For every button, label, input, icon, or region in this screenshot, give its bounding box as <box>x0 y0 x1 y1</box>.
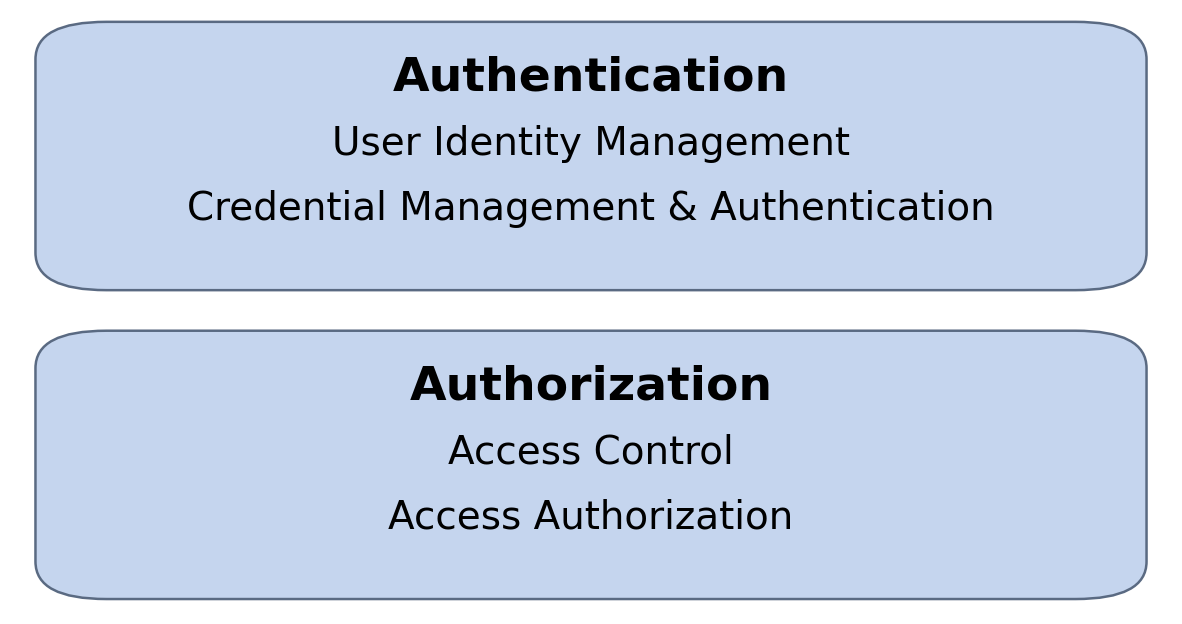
Text: Credential Management & Authentication: Credential Management & Authentication <box>187 190 995 228</box>
Text: User Identity Management: User Identity Management <box>332 125 850 162</box>
Text: Access Control: Access Control <box>448 434 734 471</box>
Text: Access Authorization: Access Authorization <box>389 499 793 537</box>
FancyBboxPatch shape <box>35 22 1147 290</box>
FancyBboxPatch shape <box>35 331 1147 599</box>
Text: Authentication: Authentication <box>392 56 790 100</box>
Text: Authorization: Authorization <box>409 364 773 409</box>
